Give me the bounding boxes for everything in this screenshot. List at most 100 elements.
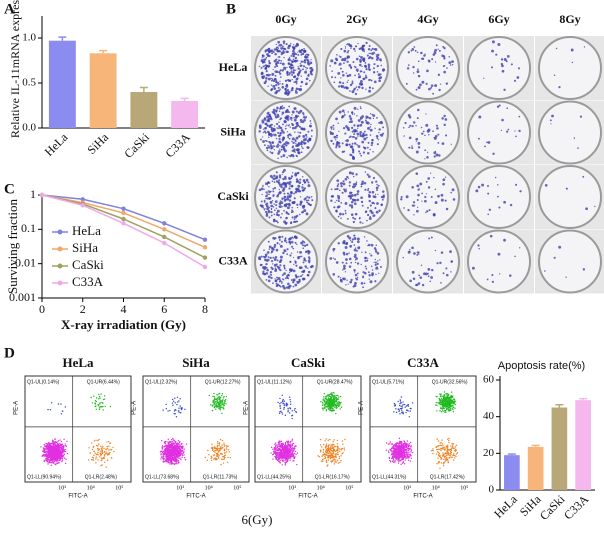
event — [174, 440, 176, 442]
event — [166, 453, 168, 456]
colony — [279, 244, 283, 248]
event — [223, 443, 225, 446]
event — [343, 447, 345, 449]
colony — [298, 213, 301, 216]
event — [291, 455, 293, 457]
colony — [365, 88, 367, 91]
event — [228, 451, 230, 453]
event — [49, 448, 51, 450]
flow-tick: 10⁴ — [87, 485, 95, 491]
event — [171, 440, 174, 443]
colony — [355, 173, 358, 176]
colony — [279, 255, 283, 259]
event — [100, 445, 102, 448]
colony — [280, 145, 284, 148]
dish — [396, 229, 460, 294]
colony — [380, 133, 384, 137]
colony — [260, 138, 262, 141]
colony — [361, 140, 365, 144]
colony — [345, 125, 348, 128]
colony — [270, 151, 274, 155]
colony — [353, 175, 355, 178]
event — [62, 447, 64, 449]
colony — [353, 284, 357, 288]
event — [285, 454, 287, 456]
colony — [495, 53, 498, 56]
colony — [283, 249, 286, 251]
event — [102, 398, 105, 401]
event — [216, 441, 219, 443]
colony — [293, 200, 296, 204]
colony — [270, 88, 273, 92]
colony — [347, 43, 351, 46]
colony — [276, 276, 278, 279]
event — [93, 440, 96, 442]
colony — [431, 58, 434, 61]
event — [221, 392, 224, 395]
event — [160, 458, 162, 460]
event — [99, 405, 101, 408]
event — [95, 400, 98, 403]
colony — [494, 176, 497, 179]
colony — [275, 122, 279, 126]
event — [49, 408, 52, 411]
colony — [438, 49, 441, 52]
event — [223, 408, 225, 410]
event — [48, 460, 51, 463]
colony — [497, 43, 501, 47]
event — [93, 445, 95, 448]
event — [92, 446, 94, 449]
event — [43, 459, 46, 462]
colony — [430, 236, 433, 239]
colony — [344, 140, 347, 142]
colony — [379, 259, 381, 261]
colony — [415, 137, 419, 141]
event — [291, 444, 294, 446]
event — [284, 455, 287, 457]
colony — [266, 140, 268, 143]
colony — [500, 58, 504, 61]
colony — [437, 73, 441, 76]
colony — [265, 203, 268, 206]
colony — [270, 49, 274, 52]
event — [168, 448, 170, 451]
colony — [270, 204, 273, 208]
event — [289, 449, 291, 451]
colony — [301, 183, 304, 186]
plot-frame — [254, 375, 362, 483]
colony — [439, 261, 442, 265]
colony — [339, 277, 342, 279]
colony — [499, 273, 501, 275]
colony — [275, 89, 279, 93]
colony — [271, 250, 274, 253]
event — [109, 405, 112, 408]
colony — [265, 146, 269, 150]
colony — [299, 64, 303, 68]
colony — [360, 263, 362, 266]
colony — [281, 113, 283, 116]
event — [221, 406, 223, 409]
colony — [271, 263, 274, 265]
colony — [273, 263, 277, 267]
colony — [336, 199, 338, 202]
colony — [300, 75, 302, 77]
event — [105, 453, 108, 455]
colony — [519, 247, 521, 249]
colony — [293, 118, 297, 122]
event — [164, 459, 167, 461]
colony — [426, 156, 429, 159]
colony — [278, 236, 281, 239]
event — [60, 413, 63, 415]
colony — [349, 90, 351, 92]
colony — [360, 154, 363, 157]
colony — [277, 214, 280, 217]
colony — [436, 262, 439, 265]
colony — [501, 118, 504, 122]
event — [105, 466, 107, 468]
quadrant-label: Q1-LL(73.68%) — [145, 474, 180, 480]
colony — [271, 267, 274, 271]
event — [66, 440, 68, 443]
colony — [370, 211, 374, 215]
colony — [285, 115, 289, 118]
event — [98, 393, 100, 396]
